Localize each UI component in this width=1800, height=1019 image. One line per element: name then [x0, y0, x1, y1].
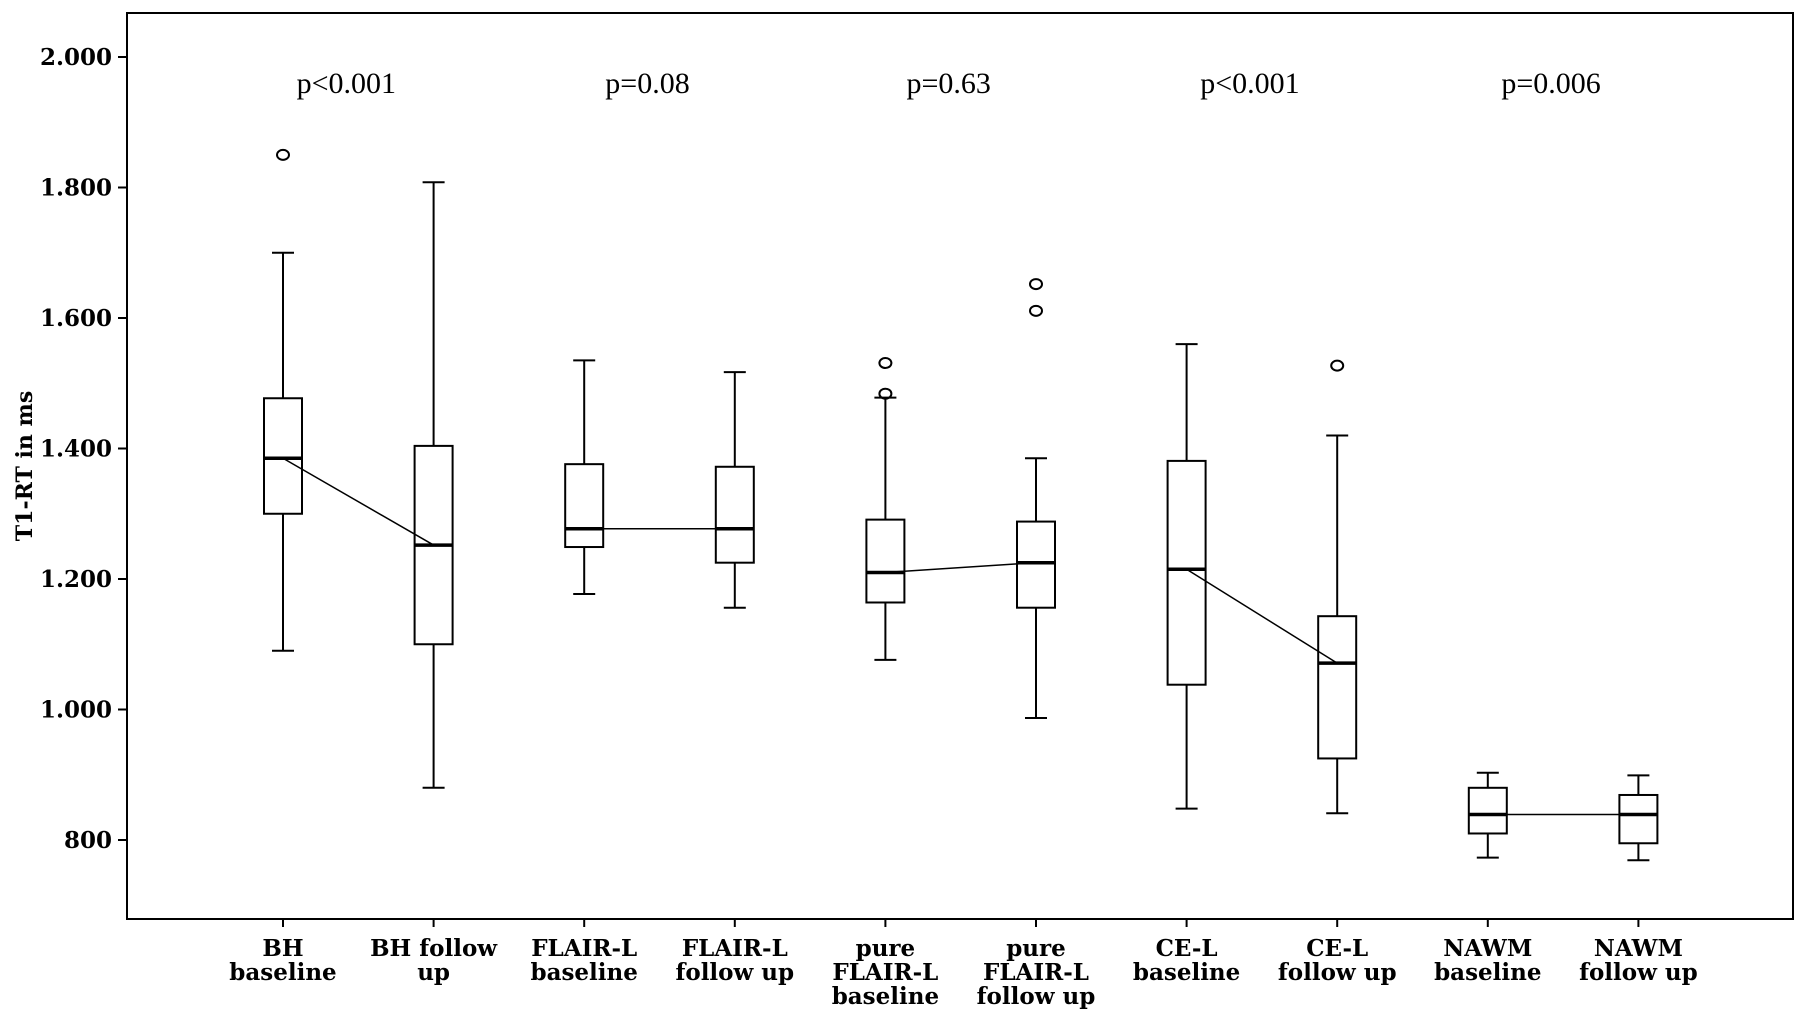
median-connector [282, 457, 434, 546]
category-label-line: pure [856, 935, 916, 962]
category-label-line: CE-L [1156, 935, 1218, 962]
p-value-label: p<0.001 [1200, 67, 1299, 100]
category-label-line: FLAIR-L [531, 935, 637, 962]
p-value-label: p=0.006 [1501, 67, 1600, 100]
median-connector [1186, 568, 1338, 664]
category-label-line: up [417, 959, 450, 986]
box-8 [1317, 359, 1358, 815]
box-7 [1166, 343, 1207, 810]
y-tick-label: 1.800 [40, 175, 112, 202]
y-tick-label: 1.600 [40, 305, 112, 332]
y-tick-label: 2.000 [40, 44, 112, 71]
y-tick-label: 800 [64, 827, 112, 854]
category-label-line: FLAIR-L [832, 959, 938, 986]
box-1 [263, 148, 303, 652]
category-label-line: BH follow [370, 935, 498, 962]
outlier-point [1029, 278, 1043, 291]
p-value-label: p<0.001 [297, 67, 396, 100]
iqr-box [1016, 520, 1056, 609]
median-connector-lines [282, 457, 1639, 816]
box-2 [413, 181, 454, 789]
y-tick-label: 1.000 [40, 697, 112, 724]
outlier-point [878, 387, 893, 400]
y-axis-ticks: 800 1.000 1.200 1.400 1.600 1.800 2.000 [40, 44, 127, 854]
category-label-line: NAWM [1443, 935, 1532, 962]
category-label-line: baseline [1434, 959, 1541, 986]
category-label-line: CE-L [1306, 935, 1368, 962]
box-4 [714, 371, 755, 609]
category-label-line: baseline [229, 959, 336, 986]
box-5 [865, 357, 906, 661]
category-label-line: FLAIR-L [682, 935, 788, 962]
outlier-point [276, 148, 290, 161]
plot-frame [126, 12, 1794, 920]
iqr-box [1618, 793, 1659, 845]
iqr-box [564, 463, 605, 549]
category-label-line: follow up [1579, 959, 1698, 986]
y-tick-label: 1.400 [40, 436, 112, 463]
category-label-line: pure [1006, 935, 1066, 962]
iqr-box [865, 518, 906, 604]
category-label-line: BH [262, 935, 303, 962]
iqr-box [263, 397, 303, 515]
category-label-line: follow up [1278, 959, 1397, 986]
p-value-labels: p<0.001 p=0.08 p=0.63 p<0.001 p=0.006 [297, 67, 1601, 100]
p-value-label: p=0.08 [605, 67, 689, 100]
median-connector [885, 561, 1037, 574]
iqr-box [1467, 786, 1508, 835]
box-3 [564, 359, 605, 596]
category-label-line: follow up [977, 983, 1096, 1010]
box-6 [1016, 278, 1056, 719]
outlier-point [878, 357, 893, 370]
box-9 [1467, 771, 1508, 859]
iqr-box [714, 465, 755, 564]
category-label-line: baseline [832, 983, 939, 1010]
outlier-point [1330, 359, 1345, 372]
iqr-box [1317, 615, 1358, 760]
iqr-box [1166, 459, 1207, 686]
box-10 [1618, 774, 1659, 862]
p-value-label: p=0.63 [906, 67, 990, 100]
category-label-line: baseline [1133, 959, 1240, 986]
category-label-line: follow up [675, 959, 794, 986]
y-axis-label: T1-RT in ms [12, 391, 38, 541]
category-label-line: NAWM [1594, 935, 1683, 962]
category-label-line: baseline [530, 959, 637, 986]
category-label-line: FLAIR-L [983, 959, 1089, 986]
outlier-point [1029, 304, 1043, 317]
boxes-layer [263, 148, 1659, 862]
y-tick-label: 1.200 [40, 566, 112, 593]
